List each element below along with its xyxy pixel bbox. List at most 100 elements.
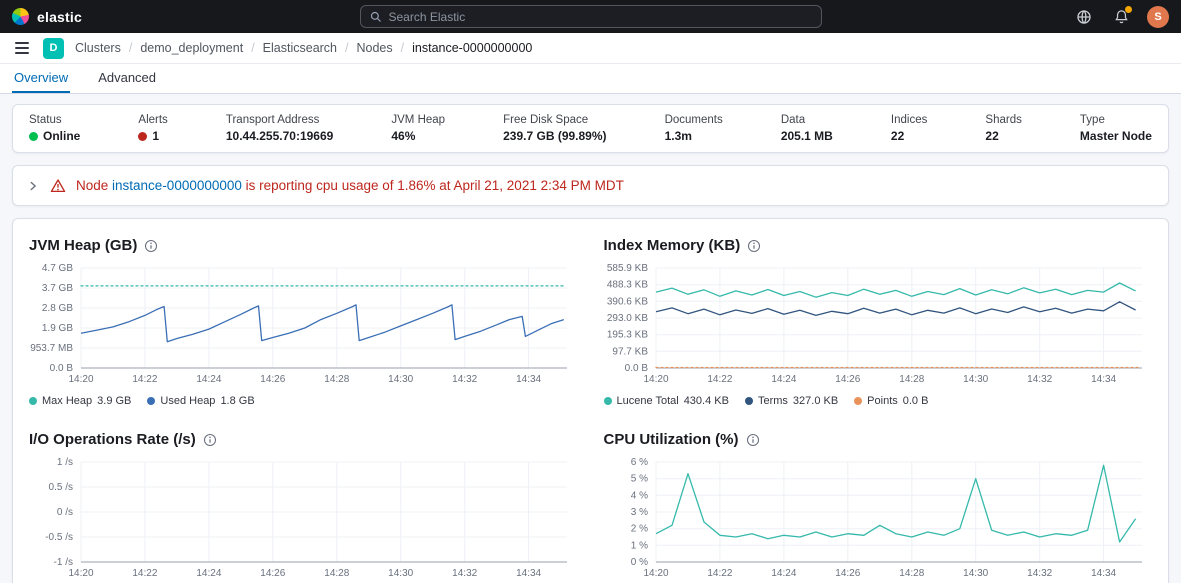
summary-item-indices: Indices 22 [891, 114, 927, 143]
chart-title: CPU Utilization (%) [603, 431, 739, 448]
svg-text:1.9 GB: 1.9 GB [42, 323, 73, 334]
svg-text:1 %: 1 % [630, 540, 647, 551]
svg-text:14:22: 14:22 [707, 568, 732, 579]
breadcrumb-item-instance-0000000000: instance-0000000000 [412, 41, 533, 55]
svg-text:14:20: 14:20 [68, 568, 93, 579]
alert-text-prefix: Node [76, 178, 113, 193]
svg-text:5 %: 5 % [630, 474, 647, 485]
svg-text:195.3 KB: 195.3 KB [606, 330, 647, 341]
summary-value: 1.3m [665, 129, 723, 143]
legend-value: 430.4 KB [683, 395, 729, 407]
svg-text:0.0 B: 0.0 B [50, 363, 74, 374]
menu-icon[interactable] [12, 38, 32, 58]
breadcrumb-item-clusters[interactable]: Clusters [75, 41, 121, 55]
legend-dot [147, 397, 156, 405]
summary-label: Indices [890, 114, 928, 126]
legend-item-terms: Terms 327.0 KB [744, 395, 839, 407]
chart-header: Index Memory (KB) [604, 237, 1153, 254]
svg-text:14:30: 14:30 [963, 568, 988, 579]
breadcrumb-item-demo-deployment[interactable]: demo_deployment [140, 41, 244, 55]
svg-text:14:22: 14:22 [132, 374, 157, 385]
svg-text:585.9 KB: 585.9 KB [606, 263, 647, 274]
summary-panel: Status Online Alerts 1 Transport Address 10.4… [12, 104, 1169, 153]
svg-text:-0.5 /s: -0.5 /s [45, 532, 73, 543]
summary-value-text: 22 [890, 129, 905, 143]
svg-text:0.5 /s: 0.5 /s [49, 482, 73, 493]
legend-value: 327.0 KB [792, 395, 839, 407]
expand-chevron-icon[interactable] [26, 179, 40, 193]
svg-text:14:20: 14:20 [643, 568, 668, 579]
svg-text:14:30: 14:30 [388, 568, 413, 579]
summary-value-text: 10.44.255.70:19669 [225, 129, 334, 143]
svg-text:14:28: 14:28 [899, 374, 924, 385]
brand: elastic [12, 8, 82, 25]
tabs: Overview Advanced [0, 64, 1181, 94]
breadcrumb-item-elasticsearch[interactable]: Elasticsearch [262, 41, 338, 55]
info-icon[interactable] [747, 239, 761, 253]
cloud-icon[interactable] [1073, 6, 1095, 28]
summary-item-jvm-heap: JVM Heap 46% [391, 114, 445, 143]
summary-item-data: Data 205.1 MB [781, 114, 833, 143]
info-icon[interactable] [203, 433, 217, 447]
alert-node-link[interactable]: instance-0000000000 [112, 178, 242, 193]
tab-advanced[interactable]: Advanced [96, 64, 158, 93]
deployment-badge: D [43, 37, 64, 59]
summary-item-type: Type Master Node [1080, 114, 1152, 143]
svg-text:14:26: 14:26 [835, 568, 860, 579]
summary-item-documents: Documents 1.3m [665, 114, 723, 143]
summary-item-shards: Shards 22 [985, 114, 1021, 143]
breadcrumb-item-nodes[interactable]: Nodes [356, 41, 393, 55]
summary-value: 1 [138, 129, 167, 143]
chart-title: I/O Operations Rate (/s) [29, 431, 196, 448]
chart-jvm-heap-gb: JVM Heap (GB) 0.0 B 953.7 MB 1.9 GB 2.8 GB 3.… [29, 231, 578, 407]
summary-value-text: Online [43, 129, 81, 143]
summary-label: Shards [985, 114, 1022, 126]
search-input[interactable] [388, 9, 812, 24]
elastic-logo-icon [12, 8, 29, 25]
breadcrumb-separator: / [251, 41, 255, 55]
chart-i-o-operations-rate-s: I/O Operations Rate (/s) -1 /s -0.5 /s 0 /s… [29, 425, 578, 583]
tab-overview[interactable]: Overview [12, 64, 71, 93]
notifications-icon[interactable] [1110, 5, 1132, 28]
summary-label: JVM Heap [391, 114, 446, 126]
legend-value: 3.9 GB [97, 395, 132, 407]
info-icon[interactable] [144, 239, 158, 253]
summary-label: Documents [664, 114, 723, 126]
info-icon[interactable] [746, 433, 760, 447]
svg-text:14:26: 14:26 [835, 374, 860, 385]
summary-value-text: Master Node [1079, 129, 1152, 143]
chart-plot: 0.0 B 97.7 KB 195.3 KB 293.0 KB 390.6 KB 488.… [606, 263, 1142, 385]
legend-item-used-heap: Used Heap 1.8 GB [147, 395, 255, 407]
main-content: Status Online Alerts 1 Transport Address 10.4… [0, 94, 1181, 583]
svg-text:0 /s: 0 /s [57, 507, 73, 518]
svg-text:390.6 KB: 390.6 KB [606, 296, 647, 307]
breadcrumb-separator: / [400, 41, 405, 55]
legend-item-max-heap: Max Heap 3.9 GB [29, 395, 131, 407]
legend-dot [744, 397, 753, 405]
chart-cpu-utilization: CPU Utilization (%) 0 % 1 % 2 % 3 % 4 % 5 % 6 %… [604, 425, 1153, 583]
summary-value: Master Node [1080, 129, 1152, 143]
chart-index-memory-kb: Index Memory (KB) 0.0 B 97.7 KB 195.3 KB 293… [603, 231, 1153, 407]
svg-text:14:24: 14:24 [196, 374, 221, 385]
summary-item-free-disk-space: Free Disk Space 239.7 GB (99.89%) [503, 114, 606, 143]
svg-text:3 %: 3 % [630, 507, 647, 518]
summary-value: 22 [891, 129, 927, 143]
legend-label: Max Heap [42, 395, 93, 407]
avatar[interactable]: S [1147, 5, 1169, 28]
summary-value: 205.1 MB [781, 129, 833, 143]
top-bar: elastic S [0, 0, 1181, 33]
chart-plot: 0.0 B 953.7 MB 1.9 GB 2.8 GB 3.7 GB 4.7 GB 14:… [30, 263, 567, 385]
legend-value: 1.8 GB [220, 395, 255, 407]
svg-text:14:34: 14:34 [516, 374, 541, 385]
summary-value-text: 205.1 MB [780, 129, 833, 143]
legend-item-lucene-total: Lucene Total 430.4 KB [603, 395, 729, 407]
svg-text:14:22: 14:22 [707, 374, 732, 385]
global-search[interactable] [359, 5, 822, 28]
breadcrumb-separator: / [128, 41, 133, 55]
summary-label: Type [1079, 114, 1105, 126]
chart-header: I/O Operations Rate (/s) [29, 431, 578, 448]
svg-text:14:26: 14:26 [260, 568, 285, 579]
summary-label: Alerts [138, 114, 168, 126]
summary-item-status: Status Online [29, 114, 80, 143]
summary-value-text: 239.7 GB (99.89%) [503, 129, 607, 143]
